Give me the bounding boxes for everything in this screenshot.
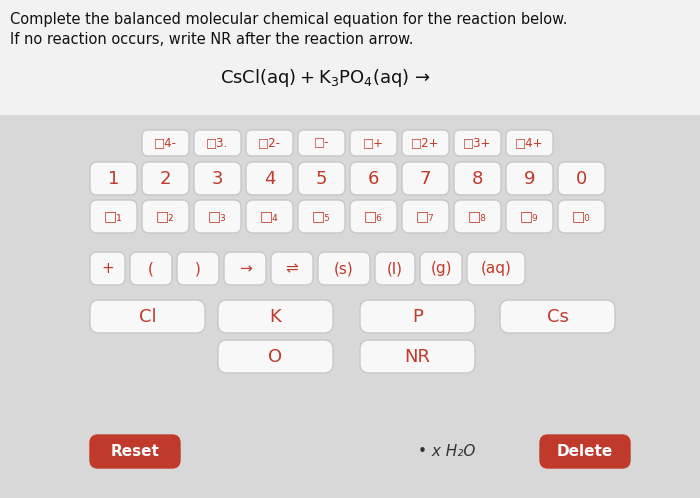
Text: □₂: □₂ [156, 210, 175, 224]
FancyBboxPatch shape [350, 200, 397, 233]
FancyBboxPatch shape [540, 435, 630, 468]
Text: NR: NR [405, 348, 430, 366]
Text: □3+: □3+ [463, 136, 491, 149]
Text: 0: 0 [576, 169, 587, 188]
FancyBboxPatch shape [506, 162, 553, 195]
FancyBboxPatch shape [224, 252, 266, 285]
FancyBboxPatch shape [402, 130, 449, 156]
Text: □+: □+ [363, 136, 384, 149]
FancyBboxPatch shape [246, 130, 293, 156]
Text: ): ) [195, 261, 201, 276]
FancyBboxPatch shape [142, 162, 189, 195]
FancyBboxPatch shape [467, 252, 525, 285]
FancyBboxPatch shape [90, 252, 125, 285]
Text: □2+: □2+ [412, 136, 440, 149]
FancyBboxPatch shape [246, 200, 293, 233]
FancyBboxPatch shape [90, 300, 205, 333]
Text: □₈: □₈ [468, 210, 487, 224]
Text: O: O [268, 348, 283, 366]
FancyBboxPatch shape [506, 200, 553, 233]
Text: (: ( [148, 261, 154, 276]
FancyBboxPatch shape [558, 200, 605, 233]
Text: 2: 2 [160, 169, 172, 188]
Text: □4-: □4- [154, 136, 177, 149]
Text: Reset: Reset [111, 444, 160, 459]
Text: Cs: Cs [547, 307, 568, 326]
Text: □₄: □₄ [260, 210, 279, 224]
Text: (aq): (aq) [481, 261, 512, 276]
FancyBboxPatch shape [218, 300, 333, 333]
FancyBboxPatch shape [420, 252, 462, 285]
FancyBboxPatch shape [194, 200, 241, 233]
FancyBboxPatch shape [506, 130, 553, 156]
FancyBboxPatch shape [298, 130, 345, 156]
FancyBboxPatch shape [454, 162, 501, 195]
FancyBboxPatch shape [350, 130, 397, 156]
FancyBboxPatch shape [177, 252, 219, 285]
FancyBboxPatch shape [558, 162, 605, 195]
Text: □₃: □₃ [208, 210, 227, 224]
Text: Delete: Delete [557, 444, 613, 459]
Text: Cl: Cl [139, 307, 156, 326]
Text: (l): (l) [387, 261, 403, 276]
Text: □-: □- [314, 136, 329, 149]
FancyBboxPatch shape [360, 340, 475, 373]
Text: Complete the balanced molecular chemical equation for the reaction below.: Complete the balanced molecular chemical… [10, 12, 568, 27]
Text: □3.: □3. [206, 136, 229, 149]
Text: →: → [239, 261, 251, 276]
FancyBboxPatch shape [0, 0, 700, 115]
Text: □₅: □₅ [312, 210, 331, 224]
FancyBboxPatch shape [90, 435, 180, 468]
FancyBboxPatch shape [130, 252, 172, 285]
Text: +: + [101, 261, 114, 276]
Text: □₆: □₆ [364, 210, 383, 224]
Text: □₁: □₁ [104, 210, 123, 224]
FancyBboxPatch shape [350, 162, 397, 195]
FancyBboxPatch shape [194, 130, 241, 156]
Text: 9: 9 [524, 169, 536, 188]
FancyBboxPatch shape [0, 115, 700, 498]
Text: • x H₂O: • x H₂O [419, 444, 476, 459]
Text: □2-: □2- [258, 136, 281, 149]
Text: 7: 7 [420, 169, 431, 188]
Text: 6: 6 [368, 169, 379, 188]
FancyBboxPatch shape [402, 200, 449, 233]
Text: (s): (s) [334, 261, 354, 276]
Text: K: K [270, 307, 281, 326]
FancyBboxPatch shape [142, 130, 189, 156]
FancyBboxPatch shape [402, 162, 449, 195]
Text: P: P [412, 307, 423, 326]
FancyBboxPatch shape [298, 200, 345, 233]
FancyBboxPatch shape [194, 162, 241, 195]
Text: If no reaction occurs, write NR after the reaction arrow.: If no reaction occurs, write NR after th… [10, 32, 414, 47]
Text: (g): (g) [430, 261, 452, 276]
FancyBboxPatch shape [246, 162, 293, 195]
FancyBboxPatch shape [500, 300, 615, 333]
FancyBboxPatch shape [90, 200, 137, 233]
FancyBboxPatch shape [454, 200, 501, 233]
FancyBboxPatch shape [375, 252, 415, 285]
Text: $\mathregular{CsCl(aq) + K_3PO_4(aq)}$ →: $\mathregular{CsCl(aq) + K_3PO_4(aq)}$ → [220, 67, 430, 89]
Text: □₇: □₇ [416, 210, 435, 224]
Text: □4+: □4+ [515, 136, 544, 149]
FancyBboxPatch shape [298, 162, 345, 195]
FancyBboxPatch shape [318, 252, 370, 285]
Text: □₀: □₀ [572, 210, 591, 224]
FancyBboxPatch shape [454, 130, 501, 156]
Text: ⇌: ⇌ [286, 261, 298, 276]
Text: 4: 4 [264, 169, 275, 188]
Text: 3: 3 [211, 169, 223, 188]
FancyBboxPatch shape [218, 340, 333, 373]
FancyBboxPatch shape [142, 200, 189, 233]
Text: □₉: □₉ [520, 210, 539, 224]
Text: 5: 5 [316, 169, 328, 188]
FancyBboxPatch shape [90, 162, 137, 195]
FancyBboxPatch shape [360, 300, 475, 333]
Text: 1: 1 [108, 169, 119, 188]
FancyBboxPatch shape [271, 252, 313, 285]
Text: 8: 8 [472, 169, 483, 188]
